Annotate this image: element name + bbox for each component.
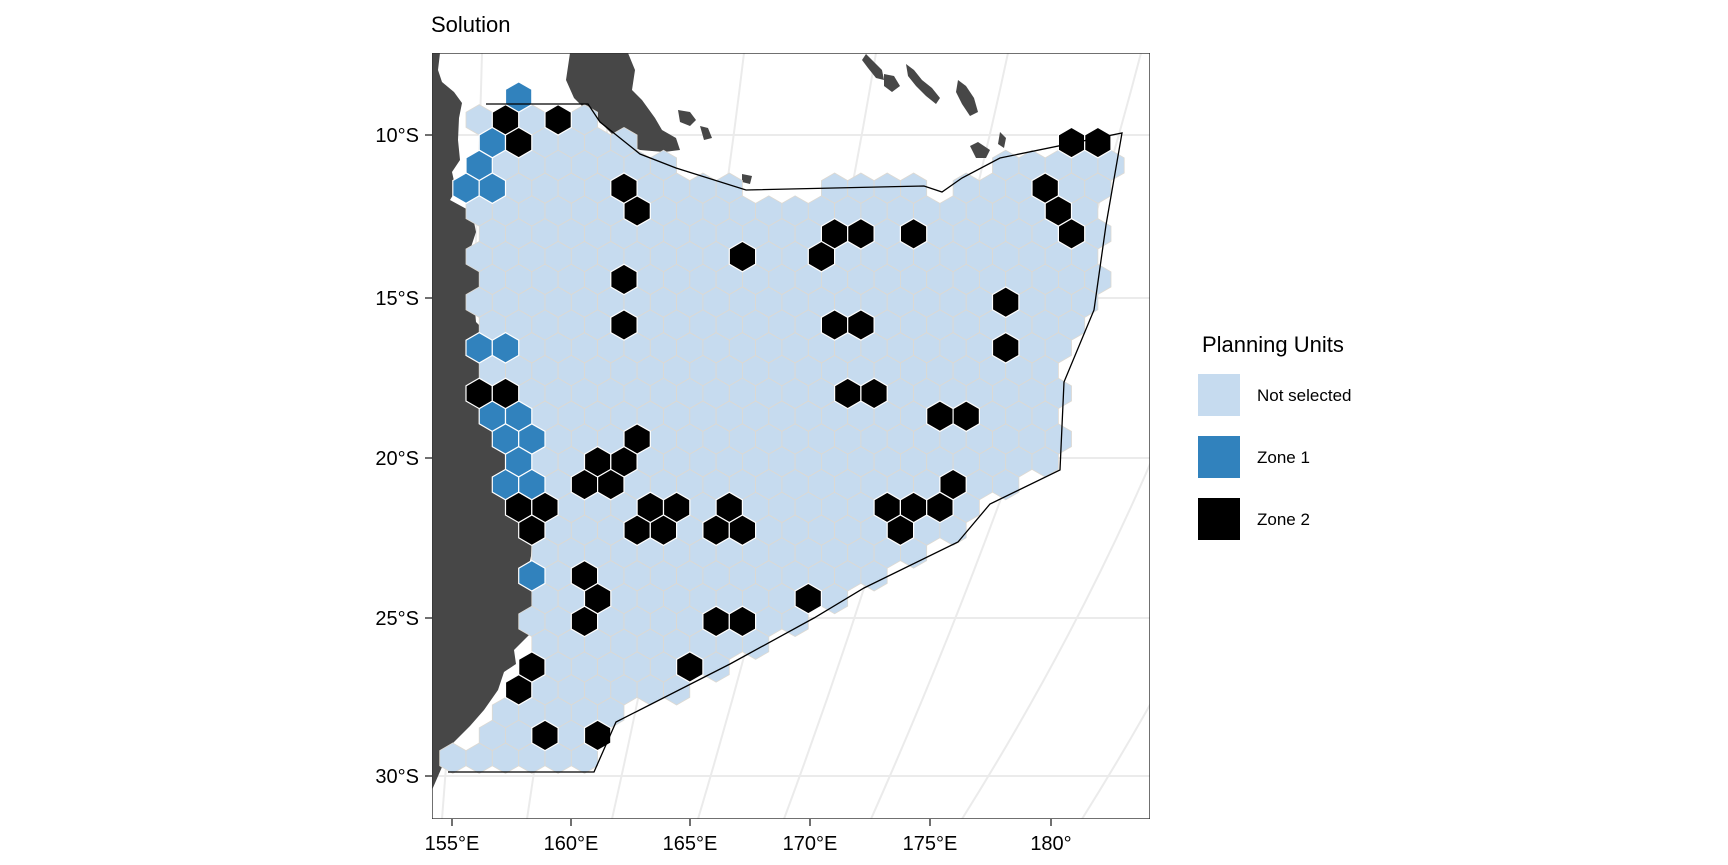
planning-unit-zone-1 <box>518 559 546 592</box>
x-tick-label: 170°E <box>783 833 838 855</box>
y-tick-label: 15°S <box>375 288 419 310</box>
legend: Planning Units Not selected Zone 1 Zone … <box>1198 332 1352 540</box>
planning-unit-zone-2 <box>583 719 612 752</box>
x-tick-label: 160°E <box>544 833 599 855</box>
planning-unit-zone-2 <box>610 309 638 341</box>
planning-units <box>439 81 1125 774</box>
legend-swatch-zone-2 <box>1198 498 1240 540</box>
land-solomon-2 <box>884 74 900 92</box>
planning-unit-zone-2 <box>675 651 704 683</box>
land-louisiade <box>678 110 696 126</box>
planning-unit-not-selected <box>1031 446 1059 478</box>
legend-title: Planning Units <box>1202 332 1344 357</box>
legend-swatch-not-selected <box>1198 374 1240 416</box>
planning-unit-zone-2 <box>491 377 520 410</box>
land-new-guinea <box>566 53 680 152</box>
planning-unit-zone-2 <box>794 582 823 615</box>
legend-label-zone-2: Zone 2 <box>1257 510 1310 529</box>
planning-unit-zone-1 <box>478 172 507 205</box>
y-tick-label: 25°S <box>375 608 419 630</box>
planning-unit-zone-2 <box>610 263 638 296</box>
study-area-boundary <box>448 103 1123 773</box>
land-solomon-1 <box>862 54 884 80</box>
x-tick-label: 165°E <box>663 833 718 855</box>
axes: 155°E 160°E 165°E 170°E 175°E 180° 10°S 15°S 20°… <box>375 125 1071 855</box>
planning-unit-zone-2 <box>504 126 533 159</box>
land-solomon-3 <box>906 64 940 104</box>
planning-unit-zone-2 <box>1084 126 1112 159</box>
planning-unit-zone-2 <box>886 514 915 547</box>
x-tick-label: 175°E <box>903 833 958 855</box>
planning-unit-zone-2 <box>623 195 651 227</box>
planning-unit-zone-2 <box>518 514 546 547</box>
planning-unit-zone-2 <box>728 240 757 273</box>
x-tick-label: 180° <box>1030 833 1071 855</box>
land-island-b <box>742 174 752 184</box>
planning-unit-zone-2 <box>899 217 928 250</box>
planning-unit-zone-2 <box>847 217 875 250</box>
land-island-a <box>700 126 712 140</box>
planning-unit-zone-2 <box>807 240 836 273</box>
planning-unit-zone-2 <box>570 605 599 638</box>
planning-unit-zone-2 <box>596 468 625 501</box>
planning-unit-zone-2 <box>728 605 757 638</box>
planning-unit-zone-2 <box>504 673 533 706</box>
x-tick-label: 155°E <box>425 833 480 855</box>
planning-unit-zone-1 <box>491 331 520 364</box>
land-island-c <box>998 132 1006 148</box>
meridian-line-east-0 <box>961 461 1150 819</box>
meridian-line-east-1 <box>1081 702 1150 819</box>
legend-label-not-selected: Not selected <box>1257 386 1352 405</box>
planning-unit-zone-2 <box>649 514 678 547</box>
legend-label-zone-1: Zone 1 <box>1257 448 1310 467</box>
planning-unit-zone-2 <box>991 286 1020 319</box>
land-solomon-4 <box>956 80 978 116</box>
planning-unit-zone-2 <box>847 309 875 341</box>
chart-title: Solution <box>431 12 511 37</box>
y-tick-label: 30°S <box>375 766 419 788</box>
planning-unit-zone-2 <box>952 400 981 433</box>
planning-unit-zone-2 <box>728 514 757 547</box>
y-tick-label: 10°S <box>375 125 419 147</box>
legend-swatch-zone-1 <box>1198 436 1240 478</box>
planning-unit-zone-2 <box>991 331 1020 364</box>
planning-unit-zone-2 <box>860 377 888 410</box>
planning-unit-zone-2 <box>926 491 954 524</box>
planning-unit-not-selected <box>860 560 888 592</box>
y-tick-label: 20°S <box>375 448 419 470</box>
land-solomon-5 <box>970 142 990 158</box>
planning-unit-zone-2 <box>531 719 559 752</box>
planning-unit-not-selected <box>992 468 1020 501</box>
map-panel <box>432 53 1150 819</box>
planning-unit-zone-2 <box>1057 217 1086 250</box>
